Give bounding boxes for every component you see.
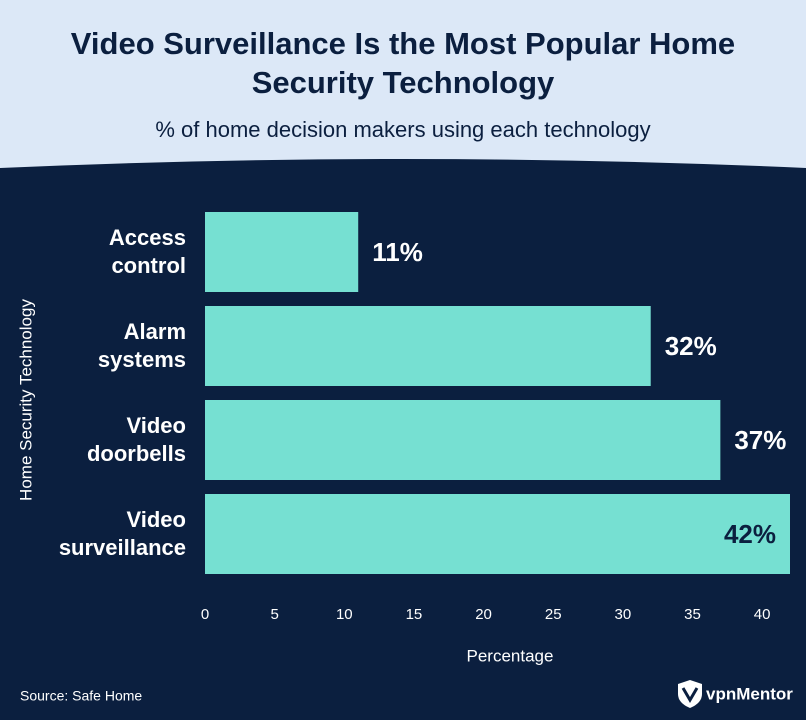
bar (205, 306, 651, 386)
x-tick-label: 25 (545, 606, 562, 623)
y-tick-label: Access control (108, 225, 186, 278)
bar (205, 400, 721, 480)
value-label: 37% (734, 425, 786, 455)
value-label: 32% (665, 331, 717, 361)
value-label: 11% (372, 237, 423, 267)
x-tick-label: 35 (684, 606, 701, 623)
x-tick-label: 10 (336, 606, 353, 623)
x-tick-label: 40 (754, 606, 771, 623)
x-axis-label: Percentage (467, 646, 554, 665)
y-axis-label: Home Security Technology (16, 299, 35, 501)
logo-text: vpnMentor (706, 684, 793, 703)
x-tick-label: 15 (406, 606, 423, 623)
y-tick-label: Video doorbells (86, 413, 186, 466)
y-tick-label: Video surveillance (58, 507, 186, 560)
x-tick-label: 5 (270, 606, 278, 623)
chart-title: Video Surveillance Is the Most Popular H… (70, 26, 736, 100)
chart-subtitle: % of home decision makers using each tec… (155, 117, 650, 142)
value-label: 42% (724, 519, 776, 549)
y-tick-label: Alarm systems (97, 319, 186, 372)
header-band (0, 0, 806, 168)
source: Source: Safe Home (20, 688, 142, 704)
title-box: Video Surveillance Is the Most Popular H… (70, 26, 736, 100)
logo-shield (678, 680, 702, 708)
bar (205, 494, 790, 574)
x-tick-label: 20 (475, 606, 492, 623)
bar (205, 212, 359, 292)
x-tick-label: 0 (201, 606, 209, 623)
x-tick-label: 30 (615, 606, 632, 623)
logo-mark (681, 687, 699, 703)
